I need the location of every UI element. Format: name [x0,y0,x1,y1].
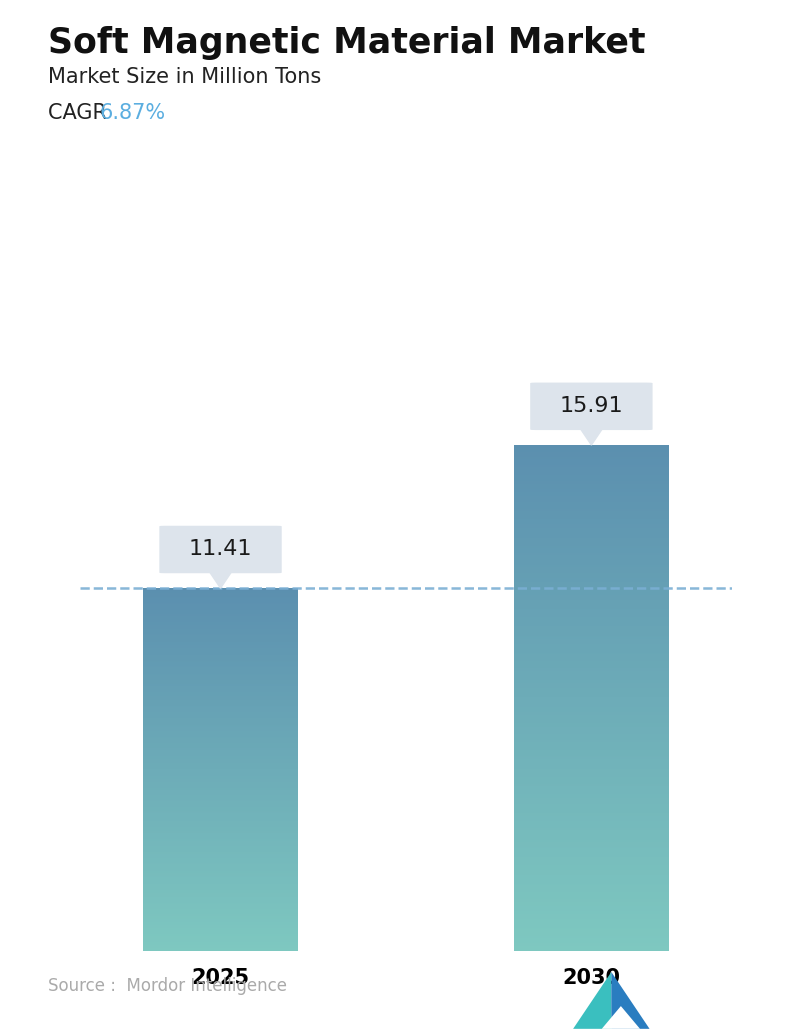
Polygon shape [602,1006,640,1029]
Text: Soft Magnetic Material Market: Soft Magnetic Material Market [48,26,646,60]
FancyBboxPatch shape [159,525,282,573]
Text: Market Size in Million Tons: Market Size in Million Tons [48,67,321,87]
Polygon shape [611,972,650,1029]
Text: Source :  Mordor Intelligence: Source : Mordor Intelligence [48,977,287,995]
Text: 15.91: 15.91 [560,396,623,417]
Text: 6.87%: 6.87% [100,103,166,123]
FancyBboxPatch shape [530,383,653,430]
Text: 11.41: 11.41 [189,540,252,559]
Polygon shape [210,573,231,588]
Polygon shape [573,972,611,1029]
Polygon shape [581,429,602,445]
Text: CAGR: CAGR [48,103,113,123]
